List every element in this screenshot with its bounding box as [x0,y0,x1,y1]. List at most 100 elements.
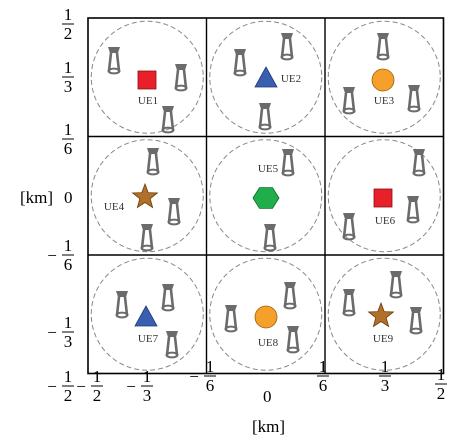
antennas [107,33,426,359]
user-equipment-ue2: UE2 [254,66,301,88]
tick-denominator: 2 [64,24,73,43]
x-axis-tick: −16 [189,357,216,395]
tick-sign: − [76,377,86,396]
coverage-circle [90,139,204,253]
coverage-circle [327,20,441,134]
tick-sign: − [189,367,199,386]
antenna-icon [258,103,272,131]
antenna-icon [283,282,297,310]
y-axis-tick: −13 [47,313,74,351]
x-axis-tick: 12 [435,365,447,403]
tick-sign: − [47,323,57,342]
antenna-icon [407,85,421,113]
antenna-icon [342,289,356,317]
antenna-icon [167,198,181,226]
user-equipment-ue6: UE6 [373,188,396,227]
coverage-circle [209,20,323,134]
x-axis-unit-label: [km] [252,417,285,436]
coverage-circle [209,139,323,253]
tick-numerator: 1 [143,367,152,386]
square-marker [137,70,157,90]
antenna-icon [376,33,390,61]
user-label: UE5 [258,163,279,175]
coverage-circles [90,20,441,371]
antenna-icon [263,224,277,252]
tick-numerator: 1 [64,367,73,386]
antenna-icon [286,326,300,354]
hexagon-marker [252,187,280,209]
tick-numerator: 1 [64,58,73,77]
user-equipment-ue3: UE3 [371,68,395,107]
grid-outer-border [87,17,445,375]
tick-numerator: 1 [64,5,73,24]
x-axis-zero-label: 0 [263,387,272,406]
coverage-circle [90,257,204,371]
antenna-icon [161,106,175,134]
tick-numerator: 1 [64,313,73,332]
user-label: UE1 [138,95,158,107]
antenna-icon [409,307,423,335]
triangle-marker [254,66,278,88]
antenna-icon [342,213,356,241]
antenna-icon [233,49,247,77]
antenna-icon [146,148,160,176]
tick-denominator: 3 [143,386,152,405]
antenna-icon [174,64,188,92]
x-axis-tick: −12 [76,367,103,405]
user-equipment-ue8: UE8 [254,305,279,349]
tick-denominator: 6 [64,255,73,274]
y-axis-unit-label: [km] [20,188,53,207]
y-axis-tick: 12 [62,5,74,43]
antenna-icon [281,149,295,177]
star-marker [131,182,159,209]
y-axis-zero-label: 0 [64,188,73,207]
tick-numerator: 1 [64,120,73,139]
antenna-icon [165,331,179,359]
coverage-circle [90,20,204,134]
circle-marker [371,68,395,92]
tick-denominator: 2 [437,384,446,403]
user-label: UE4 [104,201,125,213]
user-equipment: UE1 UE2 UE3 UE4 UE5 UE6 UE7 UE8 UE9 [104,66,396,349]
antenna-icon [280,33,294,61]
y-axis-tick: −16 [47,236,74,274]
antenna-icon [107,47,121,75]
user-equipment-ue5: UE5 [252,163,280,209]
coverage-circle [209,257,323,371]
user-label: UE6 [375,215,396,227]
user-label: UE9 [373,333,394,345]
tick-numerator: 1 [319,357,328,376]
antenna-icon [389,271,403,299]
square-marker [373,188,393,208]
coverage-circle [327,139,441,253]
y-axis-tick: −12 [47,367,74,405]
x-axis-tick: 16 [317,357,329,395]
antenna-icon [412,149,426,177]
tick-numerator: 1 [93,367,102,386]
circle-marker [254,305,278,329]
tick-denominator: 6 [64,139,73,158]
tick-numerator: 1 [206,357,215,376]
tick-denominator: 3 [64,332,73,351]
user-equipment-ue1: UE1 [137,70,158,107]
antenna-icon [140,224,154,252]
x-axis-tick: −13 [126,367,153,405]
tick-denominator: 2 [64,386,73,405]
tick-denominator: 6 [319,376,328,395]
user-equipment-ue7: UE7 [134,305,159,345]
antenna-icon [224,305,238,333]
tick-sign: − [126,377,136,396]
y-axis-tick: 13 [62,58,74,96]
y-axis-tick: 16 [62,120,74,158]
user-label: UE2 [281,73,301,85]
tick-sign: − [47,246,57,265]
tick-denominator: 3 [64,77,73,96]
user-label: UE3 [374,95,395,107]
antenna-icon [342,87,356,115]
cell-grid [87,17,445,375]
antenna-icon [161,284,175,312]
user-equipment-ue4: UE4 [104,182,159,213]
x-axis-tick: 13 [379,357,391,395]
